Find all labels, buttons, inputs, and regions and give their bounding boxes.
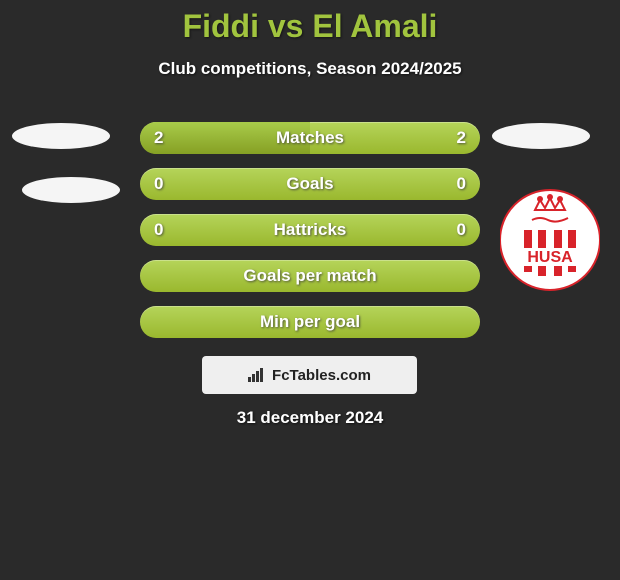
club-badge-husa: HUSA bbox=[500, 180, 600, 300]
stats-panel: 2 Matches 2 0 Goals 0 0 Hattricks 0 Goal… bbox=[140, 122, 480, 352]
source-badge: FcTables.com bbox=[202, 356, 417, 394]
chart-icon bbox=[248, 368, 266, 382]
stat-row-goals-per-match: Goals per match bbox=[140, 260, 480, 292]
left-player-shape-1 bbox=[12, 123, 110, 149]
stat-row-goals: 0 Goals 0 bbox=[140, 168, 480, 200]
stat-label: Goals per match bbox=[140, 266, 480, 286]
source-label: FcTables.com bbox=[272, 367, 371, 384]
left-player-shape-2 bbox=[22, 177, 120, 203]
stat-row-min-per-goal: Min per goal bbox=[140, 306, 480, 338]
stat-label: Matches bbox=[140, 128, 480, 148]
stat-row-matches: 2 Matches 2 bbox=[140, 122, 480, 154]
stat-right-value: 0 bbox=[436, 174, 466, 194]
stat-label: Hattricks bbox=[140, 220, 480, 240]
stat-label: Goals bbox=[140, 174, 480, 194]
stat-row-hattricks: 0 Hattricks 0 bbox=[140, 214, 480, 246]
right-player-shape bbox=[492, 123, 590, 149]
stat-right-value: 2 bbox=[436, 128, 466, 148]
date-text: 31 december 2024 bbox=[0, 408, 620, 428]
stat-right-value: 0 bbox=[436, 220, 466, 240]
stat-label: Min per goal bbox=[140, 312, 480, 332]
page-subtitle: Club competitions, Season 2024/2025 bbox=[0, 59, 620, 79]
club-badge-text: HUSA bbox=[527, 249, 573, 266]
page-title: Fiddi vs El Amali bbox=[0, 0, 620, 45]
